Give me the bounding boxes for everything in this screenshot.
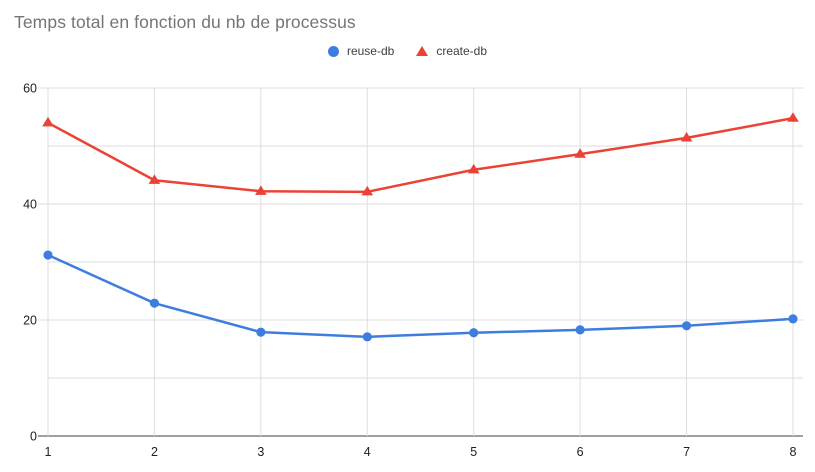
point-create-db-x3[interactable] <box>255 185 267 195</box>
point-create-db-x2[interactable] <box>148 174 161 184</box>
y-tick-label: 20 <box>23 314 37 328</box>
point-create-db-x4[interactable] <box>361 185 374 196</box>
point-reuse-db-x4[interactable] <box>362 332 372 342</box>
x-tick-label: 8 <box>790 445 797 459</box>
x-tick-label: 7 <box>683 445 690 459</box>
x-tick-label: 3 <box>257 445 264 459</box>
y-tick-label: 0 <box>30 430 37 444</box>
point-reuse-db-x8[interactable] <box>788 314 798 324</box>
legend: reuse-db create-db <box>0 44 815 58</box>
point-reuse-db-x2[interactable] <box>149 298 160 308</box>
legend-label-reuse-db: reuse-db <box>346 44 395 58</box>
point-create-db-x6[interactable] <box>574 148 586 158</box>
legend-item-reuse-db[interactable]: reuse-db <box>327 44 395 58</box>
legend-item-create-db[interactable]: create-db <box>416 44 487 58</box>
point-reuse-db-x3[interactable] <box>256 327 266 337</box>
x-tick-label: 4 <box>364 445 371 459</box>
x-tick-label: 1 <box>45 445 52 459</box>
chart-title: Temps total en fonction du nb de process… <box>14 12 356 32</box>
x-tick-label: 5 <box>470 445 477 459</box>
point-reuse-db-x1[interactable] <box>43 250 53 260</box>
series-line-reuse-db[interactable] <box>46 253 795 339</box>
series-line-create-db[interactable] <box>46 116 795 194</box>
y-tick-label: 60 <box>23 82 37 96</box>
point-reuse-db-x7[interactable] <box>681 321 692 331</box>
legend-label-create-db: create-db <box>436 44 488 58</box>
y-tick-label: 40 <box>23 198 37 212</box>
point-create-db-x1[interactable] <box>42 116 54 127</box>
point-reuse-db-x6[interactable] <box>575 325 585 335</box>
x-tick-label: 6 <box>577 445 584 459</box>
circle-marker-icon <box>327 45 339 57</box>
triangle-marker-icon <box>416 46 429 56</box>
point-create-db-x8[interactable] <box>787 112 799 122</box>
point-create-db-x5[interactable] <box>467 163 480 174</box>
x-tick-label: 2 <box>151 445 158 459</box>
point-reuse-db-x5[interactable] <box>469 328 479 338</box>
point-create-db-x7[interactable] <box>680 131 693 142</box>
